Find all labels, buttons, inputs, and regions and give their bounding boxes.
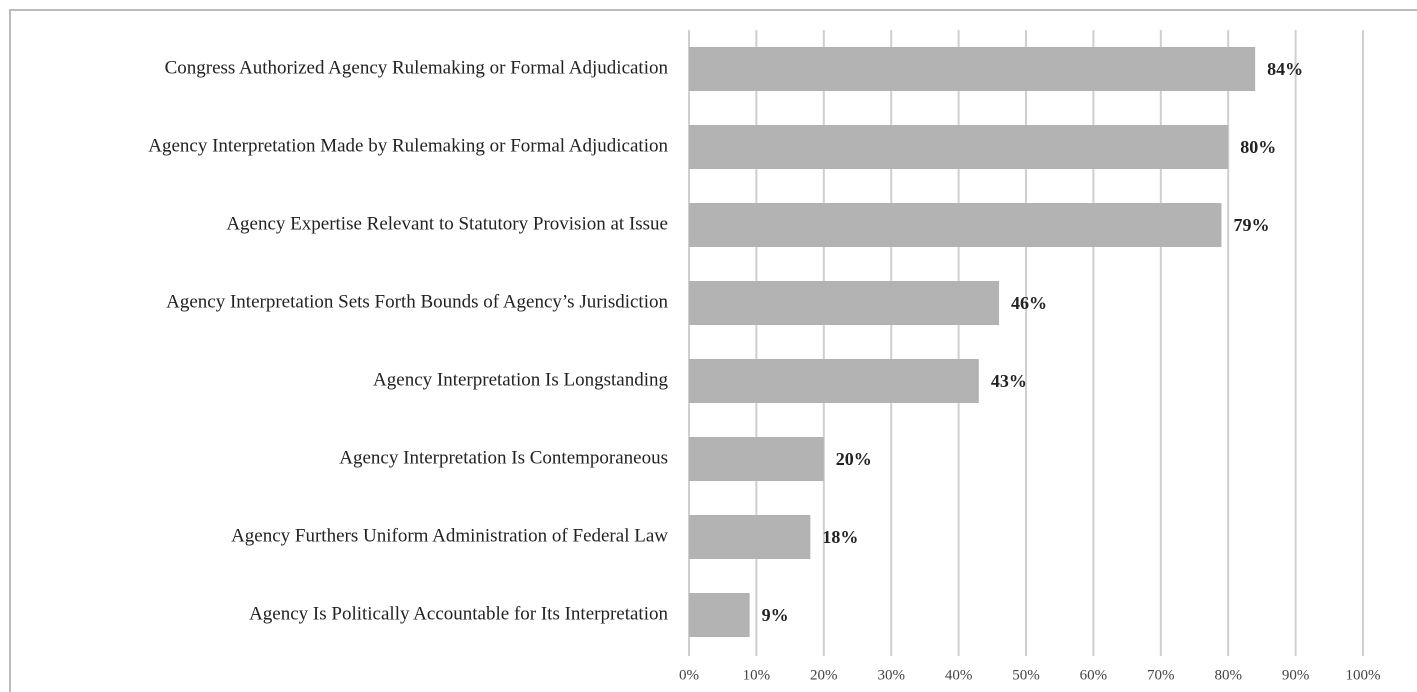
x-tick-label: 40% bbox=[945, 667, 973, 683]
x-tick-label: 90% bbox=[1282, 667, 1310, 683]
x-tick-label: 30% bbox=[877, 667, 905, 683]
value-label: 18% bbox=[822, 527, 858, 547]
x-tick-label: 80% bbox=[1214, 667, 1242, 683]
y-tick-label: Agency Interpretation Made by Rulemaking… bbox=[148, 135, 668, 156]
value-label: 79% bbox=[1233, 215, 1269, 235]
bar bbox=[689, 515, 811, 559]
bar bbox=[689, 359, 979, 403]
x-tick-label: 100% bbox=[1346, 667, 1381, 683]
value-label: 43% bbox=[991, 371, 1027, 391]
bar bbox=[689, 437, 824, 481]
y-tick-label: Agency Interpretation Sets Forth Bounds … bbox=[166, 291, 668, 312]
chart-frame bbox=[9, 9, 1417, 692]
bar bbox=[689, 125, 1229, 169]
x-tick-label: 50% bbox=[1012, 667, 1040, 683]
value-label: 84% bbox=[1267, 59, 1303, 79]
bar bbox=[689, 593, 750, 637]
y-tick-label: Agency Expertise Relevant to Statutory P… bbox=[226, 213, 668, 234]
value-label: 80% bbox=[1240, 137, 1276, 157]
value-label: 9% bbox=[762, 605, 789, 625]
x-tick-label: 10% bbox=[743, 667, 771, 683]
y-tick-label: Agency Interpretation Is Longstanding bbox=[373, 369, 668, 390]
x-tick-label: 60% bbox=[1080, 667, 1108, 683]
x-tick-label: 70% bbox=[1147, 667, 1175, 683]
value-label: 20% bbox=[836, 449, 872, 469]
y-tick-label: Agency Interpretation Is Contemporaneous bbox=[339, 447, 668, 468]
bar bbox=[689, 203, 1222, 247]
y-tick-label: Congress Authorized Agency Rulemaking or… bbox=[165, 57, 669, 78]
y-tick-label: Agency Is Politically Accountable for It… bbox=[249, 603, 668, 624]
y-tick-label: Agency Furthers Uniform Administration o… bbox=[231, 525, 668, 546]
value-label: 46% bbox=[1011, 293, 1047, 313]
x-tick-label: 0% bbox=[679, 667, 699, 683]
bar bbox=[689, 47, 1256, 91]
bar bbox=[689, 281, 1000, 325]
x-tick-label: 20% bbox=[810, 667, 838, 683]
